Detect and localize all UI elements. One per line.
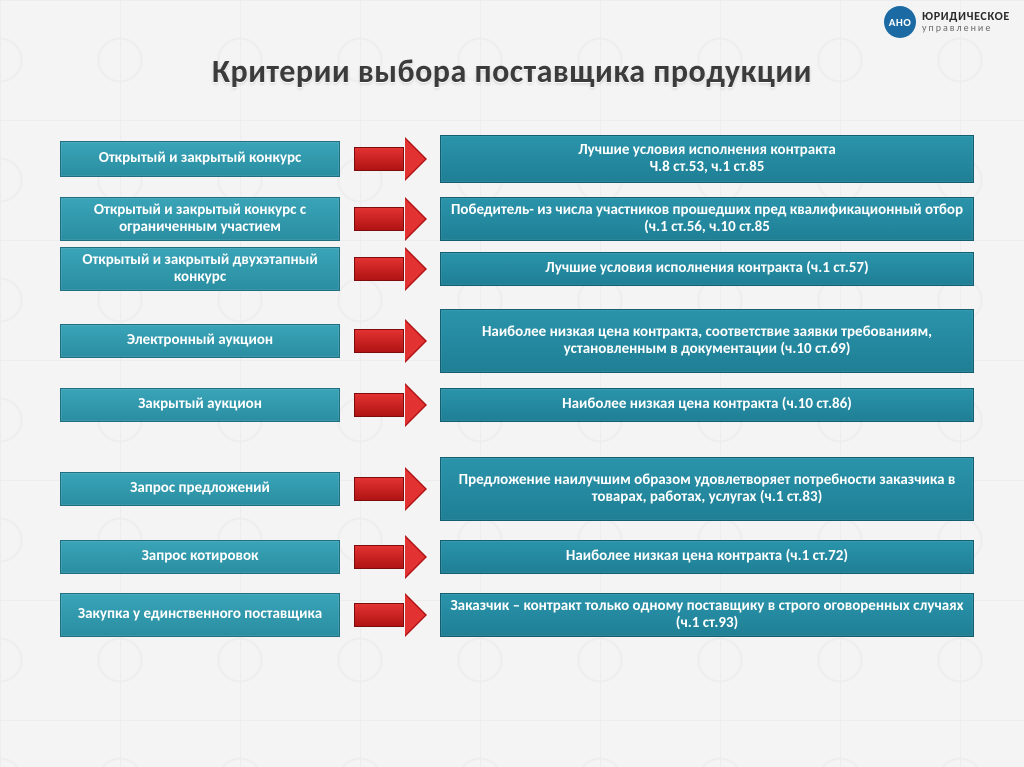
diagram-row: Открытый и закрытый конкурс с ограниченн… [60, 197, 974, 241]
logo-line2: управление [922, 23, 1010, 33]
criteria-source-box: Открытый и закрытый конкурс с ограниченн… [60, 197, 340, 241]
criteria-source-box: Электронный аукцион [60, 324, 340, 358]
criteria-result-box: Наиболее низкая цена контракта (ч.10 ст.… [440, 388, 974, 422]
criteria-result-box: Наиболее низкая цена контракта (ч.1 ст.7… [440, 540, 974, 574]
criteria-result-box: Наиболее низкая цена контракта, соответс… [440, 309, 974, 373]
arrow-right-icon [354, 319, 426, 363]
criteria-source-box: Запрос предложений [60, 472, 340, 506]
arrow-cell [340, 383, 440, 427]
diagram-row: Электронный аукцион Наиболее низкая цена … [60, 309, 974, 373]
logo-text: ЮРИДИЧЕСКОЕ управление [922, 11, 1010, 33]
logo-badge: АНО [884, 6, 916, 38]
criteria-source-box: Закрытый аукцион [60, 388, 340, 422]
criteria-source-box: Запрос котировок [60, 540, 340, 574]
diagram-row: Открытый и закрытый двухэтапный конкурс Л… [60, 247, 974, 291]
arrow-cell [340, 197, 440, 241]
arrow-right-icon [354, 197, 426, 241]
diagram-row: Закупка у единственного поставщика Заказч… [60, 593, 974, 637]
arrow-cell [340, 593, 440, 637]
diagram-row: Запрос котировок Наиболее низкая цена кон… [60, 535, 974, 579]
diagram-row: Запрос предложений Предложение наилучшим … [60, 457, 974, 521]
criteria-result-box: Предложение наилучшим образом удовлетвор… [440, 457, 974, 521]
arrow-right-icon [354, 593, 426, 637]
slide: АНО ЮРИДИЧЕСКОЕ управление Критерии выбо… [0, 0, 1024, 767]
arrow-right-icon [354, 467, 426, 511]
arrow-cell [340, 467, 440, 511]
arrow-right-icon [354, 247, 426, 291]
criteria-source-box: Закупка у единственного поставщика [60, 593, 340, 637]
criteria-result-box: Заказчик – контракт только одному постав… [440, 593, 974, 637]
arrow-cell [340, 247, 440, 291]
diagram-rows: Открытый и закрытый конкурс Лучшие услови… [60, 135, 974, 637]
logo: АНО ЮРИДИЧЕСКОЕ управление [884, 6, 1010, 38]
diagram-row: Открытый и закрытый конкурс Лучшие услови… [60, 135, 974, 183]
arrow-right-icon [354, 383, 426, 427]
criteria-result-box: Лучшие условия исполнения контракта Ч.8 … [440, 135, 974, 183]
criteria-result-box: Лучшие условия исполнения контракта (ч.1… [440, 252, 974, 286]
criteria-source-box: Открытый и закрытый двухэтапный конкурс [60, 247, 340, 291]
arrow-cell [340, 319, 440, 363]
arrow-cell [340, 137, 440, 181]
diagram-row: Закрытый аукцион Наиболее низкая цена кон… [60, 383, 974, 427]
slide-title: Критерии выбора поставщика продукции [0, 0, 1024, 91]
arrow-right-icon [354, 535, 426, 579]
criteria-result-box: Победитель- из числа участников прошедши… [440, 197, 974, 241]
arrow-cell [340, 535, 440, 579]
arrow-right-icon [354, 137, 426, 181]
criteria-source-box: Открытый и закрытый конкурс [60, 141, 340, 177]
